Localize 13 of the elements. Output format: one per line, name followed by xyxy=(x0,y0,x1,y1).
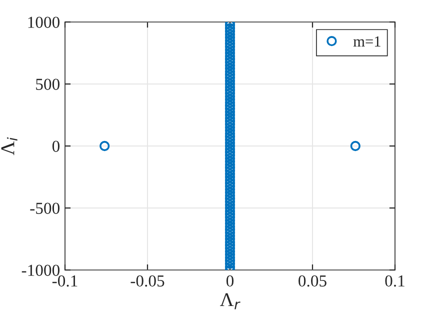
y-tick-label: 0 xyxy=(52,140,60,152)
y-tick-label: -1000 xyxy=(22,264,60,276)
y-tick-label: 1000 xyxy=(28,16,60,28)
legend-label: m=1 xyxy=(353,36,380,46)
x-tick-label: 0.05 xyxy=(298,275,326,287)
y-axis-title: Λ$_{i}$ xyxy=(1,137,18,156)
y-tick-label: 500 xyxy=(36,78,60,90)
x-tick-label: 0 xyxy=(226,275,234,287)
y-tick-label: -500 xyxy=(30,202,60,214)
x-axis-title: Λ$_{r}$ xyxy=(220,293,240,310)
x-tick-label: -0.1 xyxy=(52,275,78,287)
x-tick-label: 0.1 xyxy=(385,275,404,287)
x-tick-label: -0.05 xyxy=(130,275,164,287)
